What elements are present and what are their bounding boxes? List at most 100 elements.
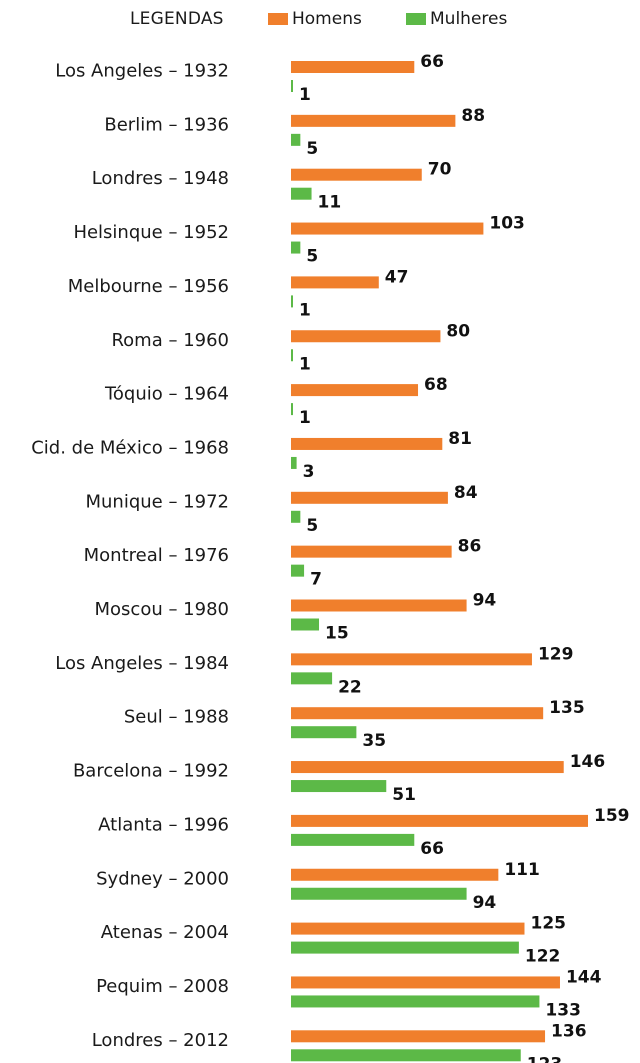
value-label-men: 47 xyxy=(385,267,409,287)
value-label-men: 80 xyxy=(446,321,470,341)
value-label-women: 122 xyxy=(525,947,561,967)
bar-women xyxy=(291,618,320,631)
category-label: Barcelona – 1992 xyxy=(73,761,229,782)
bar-men xyxy=(291,330,441,343)
bar-women xyxy=(291,349,293,362)
bar-men xyxy=(291,814,588,827)
bar-women xyxy=(291,672,333,685)
value-label-men: 86 xyxy=(458,537,482,557)
value-label-women: 3 xyxy=(303,462,315,482)
bar-men xyxy=(291,114,456,127)
bar-women xyxy=(291,241,301,254)
bar-men xyxy=(291,653,532,666)
category-label: Munique – 1972 xyxy=(85,491,229,512)
category-label: Melbourne – 1956 xyxy=(68,276,229,297)
legend-swatch-women xyxy=(406,13,426,25)
value-label-women: 66 xyxy=(420,839,444,859)
bar-women xyxy=(291,726,357,739)
value-label-men: 136 xyxy=(551,1021,587,1041)
legend-label-men: Homens xyxy=(292,9,362,29)
value-label-women: 51 xyxy=(392,785,416,805)
value-label-men: 88 xyxy=(461,106,485,126)
category-label: Atlanta – 1996 xyxy=(98,814,229,835)
bar-women xyxy=(291,456,297,469)
value-label-women: 11 xyxy=(318,193,342,213)
bar-men xyxy=(291,276,379,289)
value-label-men: 135 xyxy=(549,698,585,718)
bar-men xyxy=(291,976,560,989)
value-label-women: 35 xyxy=(362,731,386,751)
bar-men xyxy=(291,61,415,73)
bar-women xyxy=(291,780,387,793)
category-label: Pequim – 2008 xyxy=(96,976,229,997)
value-label-men: 81 xyxy=(448,429,472,449)
value-label-women: 5 xyxy=(306,247,318,267)
value-label-men: 159 xyxy=(594,806,630,826)
bar-women xyxy=(291,403,293,416)
bar-women xyxy=(291,833,415,846)
category-label: Atenas – 2004 xyxy=(101,922,229,943)
bar-women xyxy=(291,941,519,954)
category-label: Los Angeles – 1984 xyxy=(55,653,229,674)
value-label-men: 146 xyxy=(570,752,606,772)
category-label: Cid. de México – 1968 xyxy=(31,437,229,458)
category-label: Berlim – 1936 xyxy=(104,114,229,135)
category-label: Seul – 1988 xyxy=(124,707,229,728)
value-label-men: 129 xyxy=(538,644,574,664)
bar-men xyxy=(291,707,544,720)
bar-women xyxy=(291,995,540,1008)
value-label-women: 94 xyxy=(473,893,497,913)
bar-women xyxy=(291,510,301,523)
value-label-women: 22 xyxy=(338,677,362,697)
category-label: Moscou – 1980 xyxy=(95,599,230,620)
value-label-men: 144 xyxy=(566,967,602,987)
bar-women xyxy=(291,564,305,577)
value-label-men: 66 xyxy=(420,52,444,72)
legend-label-women: Mulheres xyxy=(430,9,508,29)
value-label-women: 1 xyxy=(299,85,311,105)
value-label-men: 68 xyxy=(424,375,448,395)
category-label: Londres – 1948 xyxy=(92,168,229,189)
category-label: Montreal – 1976 xyxy=(84,545,229,566)
bar-women xyxy=(291,133,301,146)
bar-women xyxy=(291,1049,521,1062)
bar-men xyxy=(291,437,443,450)
category-label: Helsinque – 1952 xyxy=(73,222,229,243)
value-label-men: 111 xyxy=(504,860,539,880)
bar-men xyxy=(291,491,448,504)
value-label-men: 70 xyxy=(428,160,452,180)
bar-women xyxy=(291,887,467,900)
value-label-women: 7 xyxy=(310,570,322,590)
value-label-women: 5 xyxy=(306,139,318,159)
value-label-men: 84 xyxy=(454,483,478,503)
value-label-women: 1 xyxy=(299,354,311,374)
bar-men xyxy=(291,761,564,774)
value-label-men: 125 xyxy=(530,914,566,934)
bar-men xyxy=(291,922,525,935)
bar-men xyxy=(291,1030,546,1043)
bar-women xyxy=(291,80,293,92)
value-label-women: 1 xyxy=(299,408,311,428)
bar-men xyxy=(291,599,467,612)
value-label-women: 133 xyxy=(545,1000,581,1020)
category-label: Los Angeles – 1932 xyxy=(55,61,229,82)
category-label: Roma – 1960 xyxy=(111,330,229,351)
category-label: Londres – 2012 xyxy=(92,1030,229,1051)
value-label-women: 15 xyxy=(325,624,349,644)
chart-legend: LEGENDAS Homens Mulheres xyxy=(0,0,640,40)
category-label: Sydney – 2000 xyxy=(96,868,229,889)
value-label-men: 103 xyxy=(489,214,525,234)
category-label: Tóquio – 1964 xyxy=(104,384,229,405)
legend-swatch-men xyxy=(268,13,288,25)
bar-men xyxy=(291,384,419,397)
bar-men xyxy=(291,222,484,235)
value-label-women: 5 xyxy=(306,516,318,536)
bar-women xyxy=(291,295,293,308)
value-label-men: 94 xyxy=(473,591,497,611)
value-label-women: 1 xyxy=(299,300,311,320)
bar-men xyxy=(291,545,452,558)
legend-title: LEGENDAS xyxy=(130,9,224,29)
bar-men xyxy=(291,868,499,881)
bar-men xyxy=(291,168,422,181)
